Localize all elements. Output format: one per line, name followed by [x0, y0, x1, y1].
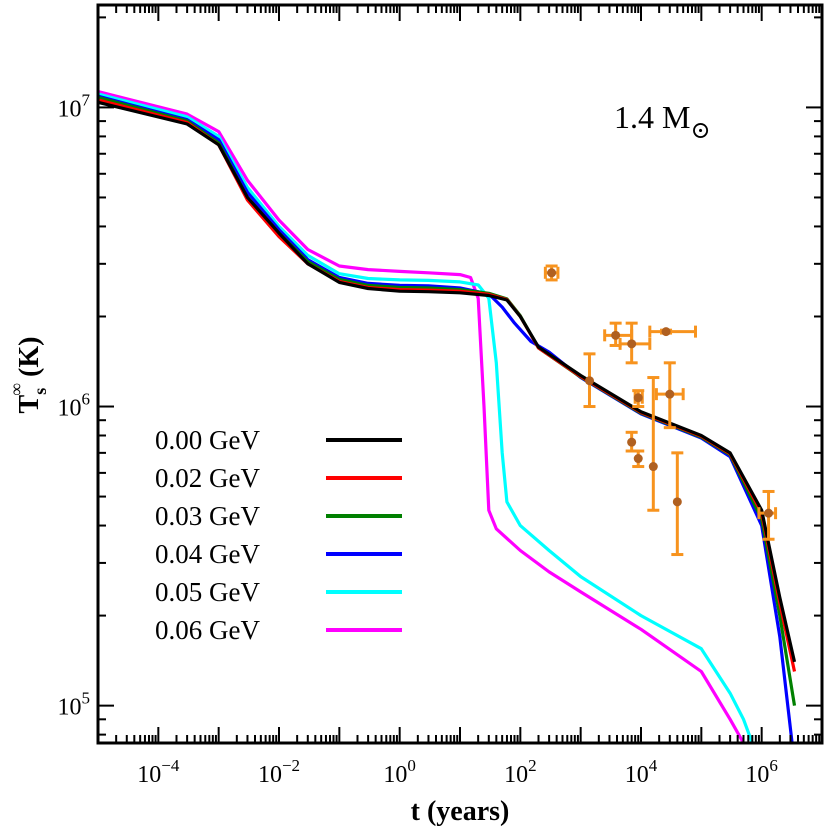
legend-label: 0.03 GeV — [155, 501, 260, 531]
tick-base: 10 — [137, 762, 161, 788]
observation-8 — [648, 325, 697, 338]
observation-point — [547, 268, 557, 278]
y-tick-label: 107 — [58, 90, 91, 122]
tick-base: 10 — [383, 762, 407, 788]
legend-label: 0.04 GeV — [155, 539, 260, 569]
observation-11 — [757, 489, 778, 541]
observation-7 — [647, 376, 660, 512]
tick-exponent: 6 — [769, 756, 778, 775]
x-tick-label: 10−4 — [137, 756, 180, 788]
tick-exponent: −4 — [161, 756, 180, 775]
y-axis-label-unit: (K) — [14, 337, 45, 377]
tick-exponent: 2 — [528, 756, 537, 775]
mass-annotation-text: 1.4 M — [614, 99, 690, 135]
tick-base: 10 — [625, 762, 649, 788]
legend-item: 0.05 GeV — [155, 577, 402, 607]
observation-5 — [632, 389, 645, 409]
tick-base: 10 — [58, 96, 82, 122]
x-tick-label: 100 — [383, 756, 416, 788]
tick-base: 10 — [58, 396, 82, 422]
sun-symbol: ⊙ — [690, 118, 710, 144]
observation-1 — [583, 352, 596, 409]
legend-label: 0.00 GeV — [155, 425, 260, 455]
observation-6 — [632, 449, 645, 469]
observation-3 — [618, 321, 652, 365]
observation-10 — [671, 451, 684, 557]
legend-item: 0.04 GeV — [155, 539, 402, 569]
legend-label: 0.02 GeV — [155, 463, 260, 493]
observation-point — [764, 508, 774, 518]
plot-frame — [96, 3, 824, 745]
tick-exponent: 4 — [649, 756, 658, 775]
x-tick-label: 106 — [745, 756, 778, 788]
legend-item: 0.03 GeV — [155, 501, 402, 531]
observation-point — [633, 454, 643, 464]
tick-base: 10 — [58, 695, 82, 721]
observation-point — [661, 327, 671, 337]
x-axis-label: t (years) — [411, 796, 510, 827]
tick-base: 10 — [258, 762, 282, 788]
y-tick-label: 106 — [58, 390, 91, 422]
tick-exponent: 5 — [82, 689, 91, 708]
observation-point — [665, 389, 675, 399]
observation-4 — [625, 430, 638, 453]
y-axis-label: Ts ∞ (K) — [6, 337, 50, 414]
observation-point — [648, 462, 658, 472]
observation-point — [584, 376, 594, 386]
observation-0 — [543, 264, 560, 282]
curves-group — [98, 89, 797, 743]
tick-exponent: −2 — [282, 756, 300, 775]
x-tick-label: 10−2 — [258, 756, 300, 788]
x-tick-label: 104 — [625, 756, 658, 788]
legend-item: 0.02 GeV — [155, 463, 402, 493]
observation-point — [672, 497, 682, 507]
tick-base: 10 — [745, 762, 769, 788]
legend: 0.00 GeV 0.02 GeV 0.03 GeV 0.04 GeV 0.05 GeV… — [155, 425, 402, 645]
legend-label: 0.06 GeV — [155, 615, 260, 645]
y-axis-label-main: T — [14, 394, 45, 413]
x-tick-label: 102 — [504, 756, 537, 788]
observation-point — [611, 330, 621, 340]
x-tick-labels: 10−4 10−2 100 102 104 106 — [137, 756, 778, 788]
observation-9 — [654, 361, 685, 430]
tick-exponent: 0 — [407, 756, 416, 775]
tick-exponent: 6 — [82, 390, 91, 409]
mass-annotation: 1.4 M⊙ — [614, 99, 711, 144]
y-axis-label-sub: s — [30, 388, 50, 395]
tick-base: 10 — [504, 762, 528, 788]
observation-point — [627, 339, 637, 349]
legend-item: 0.00 GeV — [155, 425, 402, 455]
legend-item: 0.06 GeV — [155, 615, 402, 645]
y-axis-label-sup: ∞ — [6, 383, 26, 396]
observation-point — [627, 437, 637, 447]
series-line-5 — [98, 89, 745, 743]
series-line-0 — [98, 100, 797, 663]
legend-label: 0.05 GeV — [155, 577, 260, 607]
observations-group — [543, 264, 778, 557]
y-tick-label: 105 — [58, 689, 91, 721]
tick-exponent: 7 — [82, 90, 91, 109]
observation-point — [633, 393, 643, 403]
